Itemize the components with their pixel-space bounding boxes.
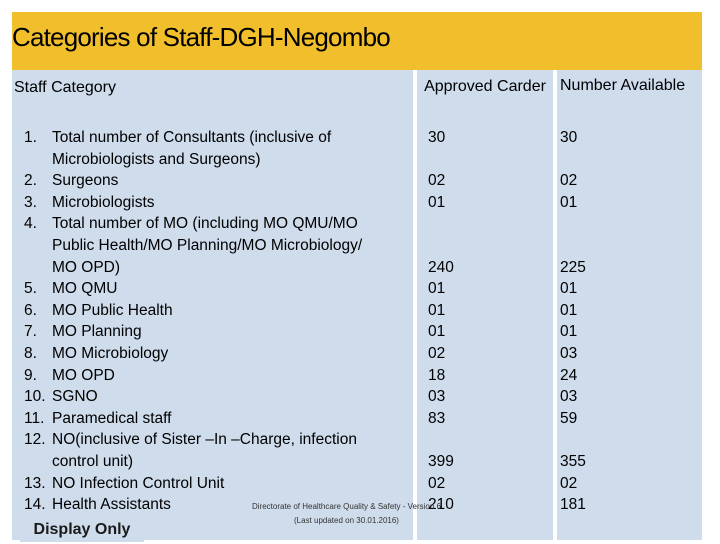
available-value: 02	[560, 474, 578, 492]
row-number: 12.	[24, 431, 46, 449]
page-title: Categories of Staff-DGH-Negombo	[12, 22, 391, 52]
header-number-available: Number Available	[560, 77, 686, 94]
table-row-line: 10. SGNO	[24, 386, 98, 408]
available-value: 24	[560, 366, 578, 384]
header-approved-carder: Approved Carder	[424, 78, 546, 95]
table-row-line: MO OPD)	[24, 257, 120, 279]
available-value: 181	[560, 496, 586, 514]
available-value: 01	[560, 280, 578, 298]
approved-value: 02	[428, 172, 446, 190]
approved-value: 01	[428, 280, 446, 298]
table-row-line: Microbiologists and Surgeons)	[24, 149, 261, 171]
category-column	[12, 70, 413, 540]
table-row-line: 2. Surgeons	[24, 170, 118, 192]
row-number: 8.	[24, 345, 37, 362]
approved-value: 399	[428, 453, 454, 470]
display-only-badge: Display Only	[20, 516, 144, 542]
available-value: 01	[560, 193, 578, 211]
approved-value: 02	[428, 474, 446, 492]
available-value: 03	[560, 345, 578, 362]
table-row-line: 13. NO Infection Control Unit	[24, 473, 224, 495]
approved-value: 02	[428, 345, 446, 362]
table-row-line: 11. Paramedical staff	[24, 408, 171, 430]
table-row-line: 14. Health Assistants	[24, 494, 171, 516]
row-category-text: Microbiologists and Surgeons)	[52, 150, 261, 168]
approved-value: 01	[428, 323, 446, 341]
available-value: 01	[560, 323, 578, 341]
row-category-text: MO OPD)	[52, 258, 121, 276]
table-row-line: 8. MO Microbiology	[24, 343, 168, 365]
available-value: 355	[560, 453, 586, 470]
row-category-text: MO QMU	[52, 280, 118, 298]
table-row-line: Public Health/MO Planning/MO Microbiolog…	[24, 235, 362, 257]
staff-table	[12, 70, 702, 540]
approved-value: 18	[428, 366, 446, 384]
row-category-text: MO Planning	[52, 323, 142, 341]
footer-line-2: (Last updated on 30.01.2016)	[294, 516, 399, 525]
row-category-text: NO(inclusive of Sister –In –Charge, infe…	[52, 431, 357, 449]
available-value: 03	[560, 388, 578, 406]
row-number: 7.	[24, 323, 37, 341]
available-value: 59	[560, 409, 578, 427]
available-value: 30	[560, 129, 578, 146]
available-value: 225	[560, 258, 586, 276]
available-column	[557, 70, 702, 540]
approved-column	[417, 70, 553, 540]
table-row-line: 9. MO OPD	[24, 365, 115, 387]
row-number: 11.	[24, 409, 45, 427]
row-number: 1.	[24, 129, 37, 146]
approved-value: 03	[428, 388, 446, 406]
approved-value: 210	[428, 496, 454, 514]
footer-note: Directorate of Healthcare Quality & Safe…	[252, 500, 441, 528]
table-row-line: 4. Total number of MO (including MO QMU/M…	[24, 213, 358, 235]
approved-value: 240	[428, 258, 454, 276]
header-staff-category: Staff Category	[14, 79, 116, 96]
row-number: 14.	[24, 496, 46, 514]
footer-line-1: Directorate of Healthcare Quality & Safe…	[252, 502, 441, 511]
row-category-text: Health Assistants	[52, 496, 171, 514]
row-number: 13.	[24, 474, 46, 492]
table-row-line: 1. Total number of Consultants (inclusive…	[24, 127, 331, 149]
available-value: 01	[560, 301, 578, 319]
approved-value: 01	[428, 301, 446, 319]
row-category-text: MO Microbiology	[52, 345, 169, 362]
table-row-line: 3. Microbiologists	[24, 192, 155, 214]
approved-value: 83	[428, 409, 446, 427]
row-number: 2.	[24, 172, 37, 190]
approved-value: 01	[428, 193, 446, 211]
table-row-line: control unit)	[24, 451, 133, 473]
approved-value: 30	[428, 129, 446, 146]
row-category-text: Microbiologists	[52, 193, 155, 211]
row-category-text: Total number of MO (including MO QMU/MO	[52, 215, 358, 233]
table-row-line: 7. MO Planning	[24, 321, 142, 343]
row-category-text: Total number of Consultants (inclusive o…	[52, 129, 332, 146]
row-number: 5.	[24, 280, 37, 298]
row-number: 10.	[24, 388, 46, 406]
row-category-text: SGNO	[52, 388, 98, 406]
row-number: 9.	[24, 366, 37, 384]
row-category-text: Public Health/MO Planning/MO Microbiolog…	[52, 237, 363, 254]
row-category-text: control unit)	[52, 453, 133, 470]
table-row-line: 6. MO Public Health	[24, 300, 173, 322]
table-row-line: 12. NO(inclusive of Sister –In –Charge, i…	[24, 429, 357, 451]
available-value: 02	[560, 172, 578, 190]
table-row-line: 5. MO QMU	[24, 278, 117, 300]
row-number: 6.	[24, 301, 37, 319]
title-bar	[12, 12, 702, 70]
row-category-text: NO Infection Control Unit	[52, 474, 225, 492]
row-number: 3.	[24, 193, 37, 211]
row-category-text: Paramedical staff	[52, 409, 172, 427]
row-category-text: Surgeons	[52, 172, 119, 190]
row-category-text: MO Public Health	[52, 301, 173, 319]
row-number: 4.	[24, 215, 37, 233]
row-category-text: MO OPD	[52, 366, 115, 384]
